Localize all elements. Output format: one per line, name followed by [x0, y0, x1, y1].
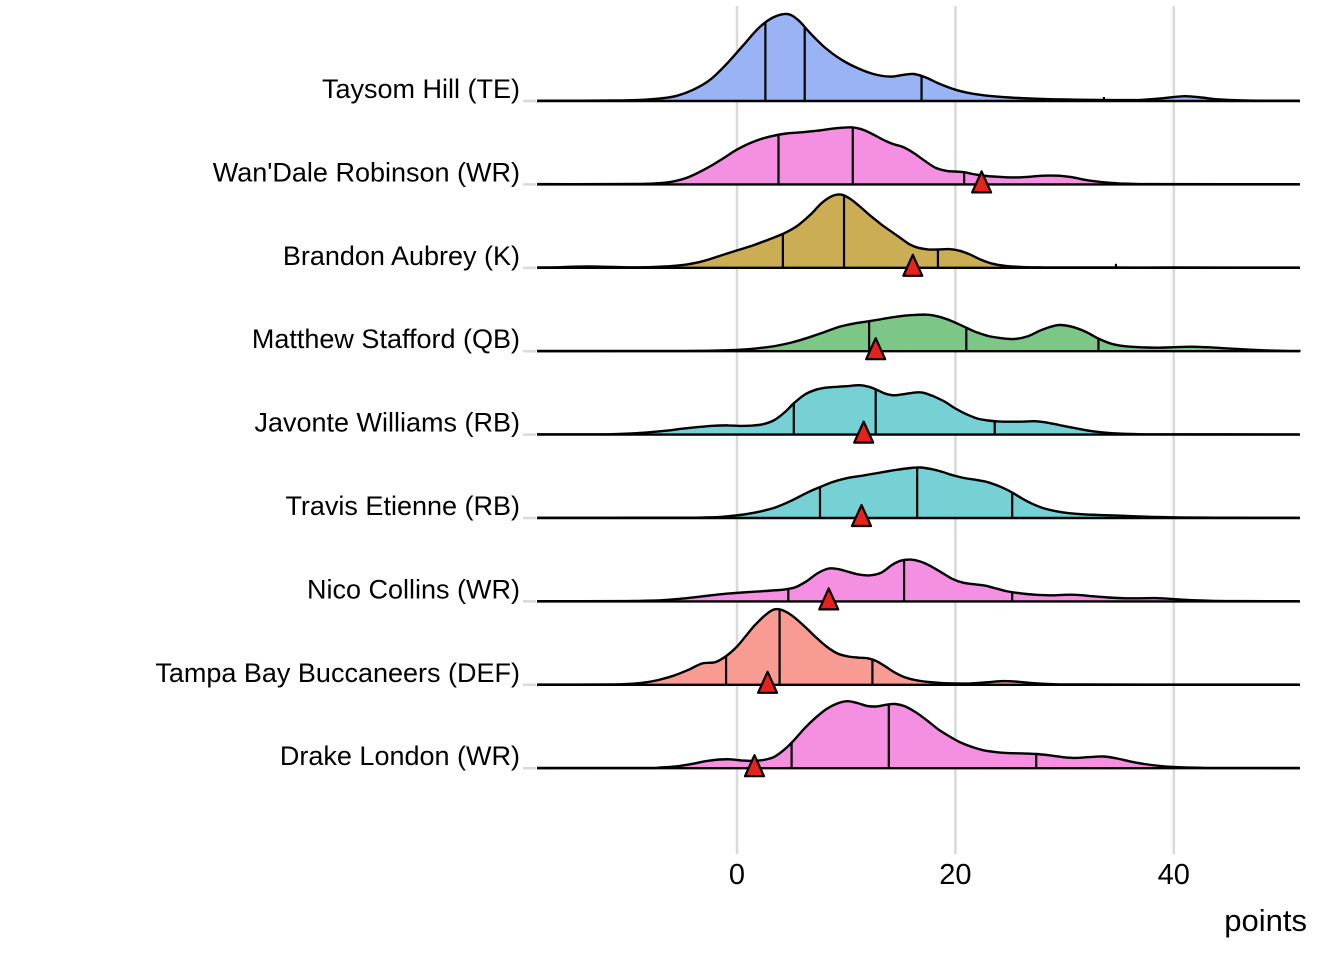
- ridge-outline: [537, 383, 1300, 436]
- ridge-row: Nico Collins (WR): [307, 558, 1300, 611]
- row-label: Brandon Aubrey (K): [283, 241, 520, 271]
- ridge-area: [537, 13, 1300, 102]
- actual-points-marker: [850, 503, 873, 528]
- ridge-row: Brandon Aubrey (K): [283, 193, 1300, 277]
- actual-points-marker: [756, 670, 779, 694]
- actual-points-marker: [865, 337, 887, 361]
- ridge-row: Tampa Bay Buccaneers (DEF): [155, 607, 1300, 694]
- ridge-area: [537, 559, 1300, 602]
- ridge-row: Drake London (WR): [280, 699, 1300, 778]
- row-label: Nico Collins (WR): [307, 574, 520, 604]
- x-tick-label: 20: [939, 859, 971, 891]
- row-label: Matthew Stafford (QB): [252, 324, 520, 354]
- ridge-outline: [537, 466, 1300, 519]
- ridge-outline: [537, 12, 1300, 102]
- actual-points-marker: [853, 420, 875, 444]
- actual-points-marker: [818, 587, 840, 611]
- row-label: Travis Etienne (RB): [285, 491, 520, 521]
- ridge-outline: [537, 607, 1300, 686]
- ridge-row: Matthew Stafford (QB): [252, 313, 1301, 361]
- ridge-area: [537, 194, 1300, 268]
- row-label: Wan'Dale Robinson (WR): [213, 157, 520, 187]
- ridge-outline: [537, 558, 1300, 603]
- ridge-area: [537, 467, 1300, 518]
- actual-points-marker: [902, 253, 924, 277]
- row-label: Taysom Hill (TE): [322, 74, 520, 104]
- ridge-row: Travis Etienne (RB): [285, 466, 1300, 528]
- ridge-area: [537, 385, 1300, 435]
- ridge-area: [537, 127, 1300, 185]
- row-label: Javonte Williams (RB): [254, 408, 520, 438]
- ridges: Taysom Hill (TE) Wan'Dale Robinson (WR) Br…: [155, 12, 1301, 778]
- ridge-outline: [537, 126, 1300, 186]
- x-tick-label: 0: [729, 859, 745, 891]
- ridge-row: Wan'Dale Robinson (WR): [213, 126, 1300, 194]
- actual-points-marker: [971, 170, 993, 194]
- ridge-row: Taysom Hill (TE): [322, 12, 1300, 104]
- ridge-area: [537, 701, 1300, 769]
- ridge-outline: [537, 699, 1300, 770]
- x-axis-title: points: [1224, 903, 1307, 938]
- row-label: Tampa Bay Buccaneers (DEF): [155, 658, 520, 688]
- ridge-row: Javonte Williams (RB): [254, 383, 1300, 444]
- row-label: Drake London (WR): [280, 741, 520, 771]
- actual-points-marker: [743, 754, 766, 778]
- ridge-area: [537, 609, 1300, 685]
- ridge-area: [537, 314, 1301, 352]
- ridge-outline: [537, 313, 1301, 353]
- x-tick-label: 40: [1158, 859, 1190, 891]
- x-axis: 0 20 40: [729, 846, 1190, 891]
